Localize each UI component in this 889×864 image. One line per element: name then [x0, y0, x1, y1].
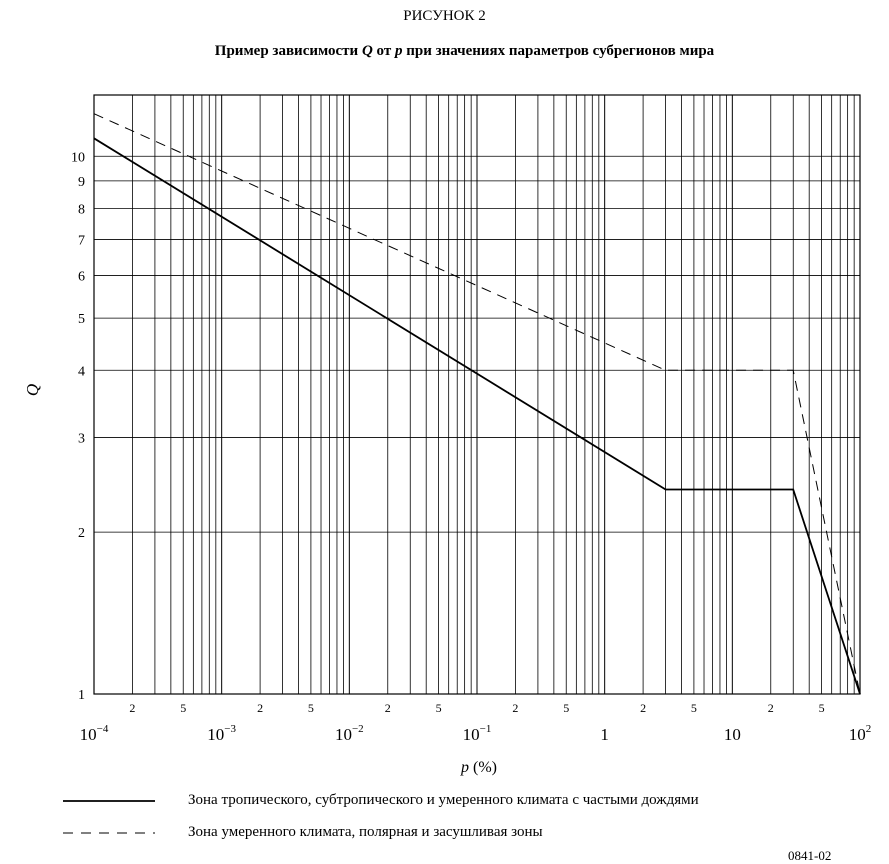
series-line-dashed: [93, 113, 861, 695]
y-tick-label: 9: [78, 175, 85, 190]
x-minor-tick-label: 2: [129, 701, 135, 715]
x-tick-label: 10: [724, 725, 741, 744]
legend-label-solid: Зона тропического, субтропического и уме…: [188, 792, 699, 808]
x-minor-tick-label: 2: [640, 701, 646, 715]
x-axis-label: p (%): [460, 759, 497, 776]
x-minor-tick-label: 5: [819, 701, 825, 715]
x-minor-tick-label: 5: [436, 701, 442, 715]
y-axis-label: Q: [23, 384, 42, 396]
x-tick-label: 10−4: [80, 723, 109, 744]
x-minor-tick-label: 2: [512, 701, 518, 715]
y-tick-label: 10: [71, 150, 85, 165]
chart-title-part: Q: [361, 43, 373, 59]
y-tick-label: 7: [78, 234, 85, 249]
x-minor-tick-label: 2: [385, 701, 391, 715]
chart-title-part: Пример зависимости: [214, 43, 362, 59]
y-tick-label: 1: [78, 688, 85, 703]
x-minor-tick-label: 5: [180, 701, 186, 715]
x-tick-label: 102: [849, 723, 872, 744]
y-tick-label: 3: [78, 431, 85, 446]
y-tick-label: 6: [78, 270, 85, 285]
x-minor-tick-label: 5: [691, 701, 697, 715]
chart-title: Пример зависимости Q от p при значениях …: [40, 43, 889, 60]
figure-code: 0841-02: [788, 848, 832, 863]
x-minor-tick-label: 2: [257, 701, 263, 715]
x-tick-label: 10−2: [335, 723, 364, 744]
y-tick-label: 2: [78, 526, 85, 541]
y-tick-label: 4: [78, 364, 85, 379]
y-tick-label: 5: [78, 312, 85, 327]
x-tick-label: 1: [600, 725, 609, 744]
chart-title-part: от: [372, 43, 395, 59]
x-minor-tick-label: 5: [563, 701, 569, 715]
chart-title-part: p: [394, 43, 403, 59]
plot-frame: [93, 94, 861, 695]
x-tick-label: 10−1: [463, 723, 492, 744]
x-tick-label: 10−3: [207, 723, 236, 744]
chart-title-part: при значениях параметров субрегионов мир…: [402, 43, 715, 59]
figure-label: РИСУНОК 2: [403, 8, 486, 24]
x-minor-tick-label: 2: [768, 701, 774, 715]
y-tick-label: 8: [78, 202, 85, 217]
x-minor-tick-label: 5: [308, 701, 314, 715]
series-line-solid: [93, 137, 861, 695]
legend-label-dashed: Зона умеренного климата, полярная и засу…: [188, 824, 543, 840]
